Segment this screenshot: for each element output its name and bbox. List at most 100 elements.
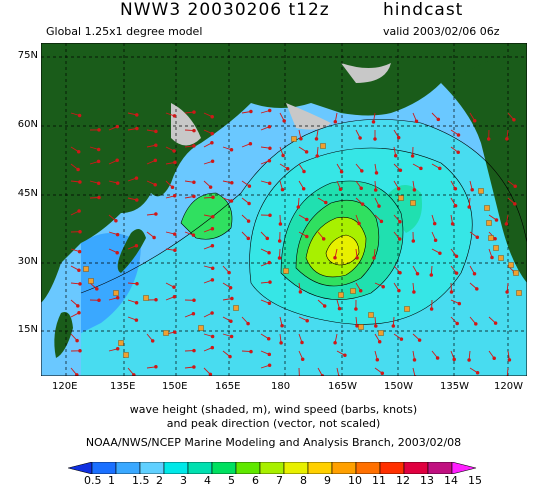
arrow-head xyxy=(472,118,477,123)
arrow-head xyxy=(285,166,290,171)
arrow-head xyxy=(381,284,385,289)
buoy-marker xyxy=(493,245,499,251)
wave-band-east xyxy=(381,185,422,233)
colorbar xyxy=(68,462,477,474)
buoy-marker xyxy=(291,136,297,142)
buoy-marker xyxy=(508,262,514,268)
arrow-head xyxy=(150,339,155,343)
arrow-head xyxy=(249,109,253,114)
arrow-head xyxy=(135,126,139,131)
arrow-head xyxy=(135,198,139,202)
arrow-head xyxy=(230,296,234,301)
arrow-head xyxy=(76,149,81,154)
arrow-head xyxy=(267,158,272,163)
colorbar-segment xyxy=(68,462,93,474)
longitude-label: 120W xyxy=(494,381,523,392)
arrow-head xyxy=(267,363,272,367)
arrow-head xyxy=(115,347,120,351)
arrow-head xyxy=(208,185,213,189)
colorbar-label: 10 xyxy=(348,474,362,487)
arrow-head xyxy=(398,270,402,275)
arrow-head xyxy=(192,144,196,148)
arrow-head xyxy=(247,201,251,206)
arrow-head xyxy=(173,160,177,165)
arrow-head xyxy=(299,137,303,141)
arrow-head xyxy=(78,349,82,353)
arrow-head xyxy=(429,273,434,277)
arrow-head xyxy=(135,113,139,117)
colorbar-segment xyxy=(235,462,261,474)
arrow-head xyxy=(360,202,365,206)
arrow-head xyxy=(210,159,215,164)
arrow-head xyxy=(321,237,326,241)
arrow-head xyxy=(75,338,79,343)
arrow-head xyxy=(191,233,196,237)
arrow-head xyxy=(115,232,120,237)
buoy-marker xyxy=(398,195,404,201)
colorbar-segment xyxy=(427,462,453,474)
arrow-head xyxy=(333,341,337,345)
buoy-marker xyxy=(233,305,239,311)
arrow-head xyxy=(280,323,284,328)
buoy-marker xyxy=(118,340,124,346)
arrow-head xyxy=(339,169,344,174)
arrow-head xyxy=(96,159,101,164)
arrow-head xyxy=(268,146,272,150)
arrow-head xyxy=(267,124,272,129)
arrow-head xyxy=(95,287,99,291)
colorbar-label: 5 xyxy=(228,474,235,487)
colorbar-segment xyxy=(403,462,429,474)
arrow-head xyxy=(246,236,251,241)
buoy-marker xyxy=(198,325,204,331)
arrow-head xyxy=(454,254,459,258)
arrow-head xyxy=(134,300,139,305)
buoy-marker xyxy=(410,200,416,206)
arrow-head xyxy=(513,184,517,189)
arrow-head xyxy=(192,298,196,303)
arrow-head xyxy=(433,238,438,242)
colorbar-label: 11 xyxy=(372,474,386,487)
arrow-head xyxy=(76,304,80,308)
arrow-head xyxy=(494,218,499,222)
arrow-head xyxy=(170,185,175,190)
arrow-head xyxy=(360,169,364,173)
arrow-head xyxy=(154,143,158,147)
arrow-head xyxy=(492,356,496,361)
okhotsk-ice xyxy=(171,103,201,146)
arrow-head xyxy=(512,118,516,122)
arrow-head xyxy=(412,290,416,294)
arrow-head xyxy=(97,195,101,200)
arrow-head xyxy=(229,148,234,152)
run-type-label: hindcast xyxy=(383,0,464,20)
arrow-head xyxy=(208,372,213,376)
arrow-head xyxy=(470,187,474,192)
arrow-head xyxy=(229,199,234,203)
arrow-head xyxy=(268,280,272,284)
arrow-head xyxy=(192,348,196,353)
arrow-head xyxy=(396,186,401,191)
arrow-head xyxy=(300,340,304,345)
colorbar-segment xyxy=(91,462,117,474)
arrow-head xyxy=(75,373,79,376)
arrow-head xyxy=(377,339,382,344)
arrow-head xyxy=(375,357,380,362)
arrow-head xyxy=(210,131,214,136)
arrow-head xyxy=(397,288,401,293)
arrow-head xyxy=(343,353,347,358)
arrow-head xyxy=(358,136,362,140)
caption-line-1: wave height (shaded, m), wind speed (bar… xyxy=(129,403,418,416)
arrow-head xyxy=(267,108,272,113)
colorbar-segment xyxy=(451,462,477,474)
arrow-head xyxy=(377,204,381,208)
arrow-head xyxy=(115,181,120,185)
colorbar-segment xyxy=(187,462,213,474)
buoy-marker xyxy=(88,278,94,284)
arrow-head xyxy=(513,202,517,206)
arrow-head xyxy=(279,341,283,345)
arrow-head xyxy=(472,272,477,276)
arrow-head xyxy=(192,194,196,199)
arrow-head xyxy=(505,290,509,294)
japan-land xyxy=(117,229,146,273)
arrow-head xyxy=(493,321,498,325)
arrow-head xyxy=(373,188,378,192)
